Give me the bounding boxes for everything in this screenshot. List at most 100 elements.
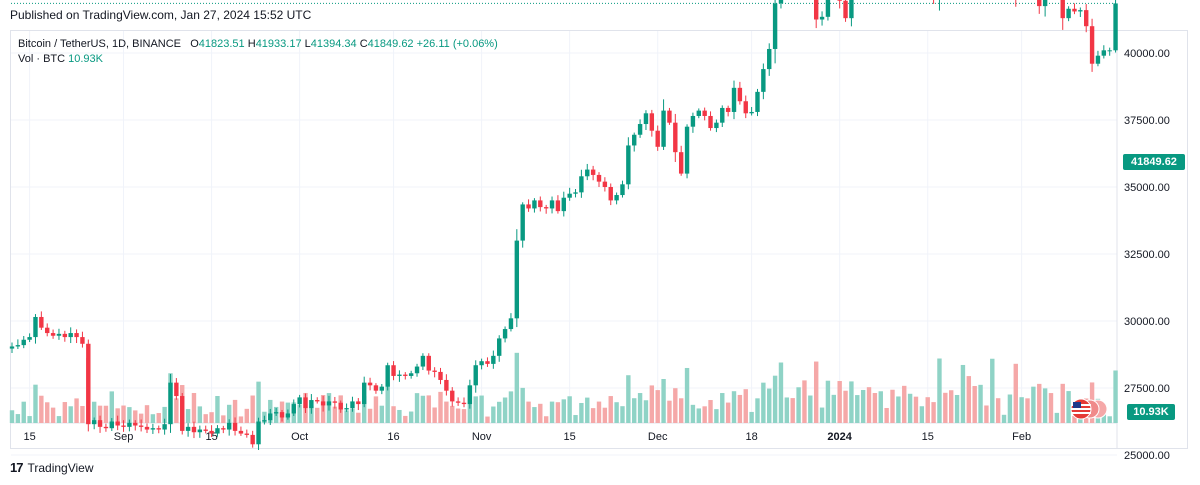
candle-body bbox=[579, 176, 584, 193]
candle-body bbox=[109, 421, 114, 429]
volume-bar bbox=[696, 408, 701, 423]
volume-bar bbox=[74, 398, 79, 423]
volume-bar bbox=[450, 405, 455, 423]
volume-bar bbox=[33, 384, 38, 423]
volume-bar bbox=[966, 376, 972, 423]
candle-body bbox=[62, 333, 68, 338]
volume-bar bbox=[802, 380, 807, 423]
candle-body bbox=[156, 428, 161, 430]
candle-body bbox=[749, 111, 754, 114]
volume-bar bbox=[455, 408, 461, 423]
chart-legend: Bitcoin / TetherUS, 1D, BINANCE O41823.5… bbox=[18, 36, 498, 53]
candle-body bbox=[232, 422, 238, 431]
volume-bar bbox=[878, 391, 883, 423]
candle-body bbox=[9, 346, 15, 349]
time-tick-label: 18 bbox=[745, 431, 757, 443]
volume-bar bbox=[109, 391, 114, 423]
volume-bar bbox=[825, 380, 831, 423]
candle-body bbox=[1101, 50, 1107, 56]
candle-body bbox=[772, 3, 778, 49]
volume-bar bbox=[919, 406, 925, 423]
volume-bar bbox=[749, 411, 754, 423]
volume-bar bbox=[790, 398, 795, 423]
volume-bar bbox=[720, 393, 725, 423]
us-flag-icon[interactable] bbox=[1068, 398, 1112, 420]
volume-bar bbox=[1042, 388, 1048, 423]
low-value: 41394.34 bbox=[310, 38, 357, 50]
volume-bar bbox=[1048, 393, 1054, 423]
candle-body bbox=[426, 355, 431, 371]
candle-body bbox=[268, 413, 273, 421]
candle-body bbox=[508, 318, 514, 330]
candle-body bbox=[684, 126, 690, 174]
candle-body bbox=[403, 374, 408, 376]
candle-body bbox=[309, 400, 314, 409]
footer-brand[interactable]: TradingView bbox=[27, 460, 94, 475]
volume-bar bbox=[162, 406, 167, 423]
close-label: C bbox=[359, 38, 368, 50]
volume-bar bbox=[1107, 416, 1112, 423]
time-tick-label: Feb bbox=[1012, 431, 1031, 443]
candle-body bbox=[538, 200, 543, 208]
candle-body bbox=[291, 404, 296, 414]
volume-bar bbox=[661, 378, 666, 423]
volume-value: 10.93K bbox=[68, 53, 104, 65]
volume-bar bbox=[367, 408, 373, 423]
candle-body bbox=[714, 122, 719, 129]
volume-bar bbox=[755, 398, 760, 423]
volume-bar bbox=[414, 393, 420, 423]
volume-bar bbox=[620, 406, 625, 423]
volume-bar bbox=[843, 390, 848, 423]
candle-body bbox=[725, 107, 731, 112]
volume-bar bbox=[995, 398, 1001, 423]
candle-body bbox=[491, 355, 496, 364]
candle-body bbox=[168, 382, 173, 425]
volume-bar bbox=[649, 385, 655, 423]
volume-bar bbox=[426, 395, 431, 423]
time-tick-label: 2024 bbox=[827, 431, 852, 443]
volume-bar bbox=[174, 398, 179, 423]
candle-body bbox=[27, 337, 32, 340]
candle-body bbox=[362, 382, 367, 405]
volume-bar bbox=[244, 408, 249, 423]
candle-body bbox=[238, 430, 244, 434]
volume-bar bbox=[990, 358, 995, 423]
tradingview-logo-icon[interactable]: 17 bbox=[10, 460, 24, 475]
candle-body bbox=[203, 429, 208, 431]
candle-body bbox=[303, 397, 308, 409]
volume-bar bbox=[15, 414, 21, 423]
volume-bar bbox=[91, 401, 97, 423]
volume-bar bbox=[866, 387, 872, 423]
candle-body bbox=[215, 428, 220, 434]
volume-bar bbox=[643, 400, 649, 423]
candle-body bbox=[1066, 8, 1071, 19]
volume-bar bbox=[232, 399, 238, 423]
time-tick-label: 15 bbox=[23, 431, 35, 443]
candle-body bbox=[614, 195, 619, 201]
volume-bar bbox=[596, 401, 602, 423]
volume-bar bbox=[497, 401, 502, 423]
price-tick-label: 40000.00 bbox=[1124, 48, 1170, 60]
volume-bar bbox=[408, 411, 414, 423]
candle-body bbox=[408, 373, 414, 376]
volume-bar bbox=[215, 396, 220, 423]
volume-bar bbox=[502, 397, 508, 423]
volume-bar bbox=[508, 391, 514, 423]
volume-bar bbox=[127, 407, 132, 423]
volume-bar bbox=[1037, 383, 1042, 423]
candle-body bbox=[755, 91, 760, 112]
volume-bar bbox=[1025, 398, 1030, 423]
symbol-title[interactable]: Bitcoin / TetherUS, 1D, BINANCE bbox=[18, 38, 182, 50]
volume-bar bbox=[514, 352, 520, 423]
candle-body bbox=[91, 420, 97, 425]
volume-bar bbox=[978, 384, 983, 423]
candle-body bbox=[262, 420, 267, 422]
volume-bar bbox=[62, 402, 68, 423]
price-tick-label: 30000.00 bbox=[1124, 316, 1170, 328]
volume-bar bbox=[362, 395, 367, 423]
volume-bar bbox=[203, 414, 208, 423]
volume-bar bbox=[103, 405, 109, 423]
volume-bar bbox=[420, 395, 426, 423]
volume-bar bbox=[667, 400, 672, 423]
